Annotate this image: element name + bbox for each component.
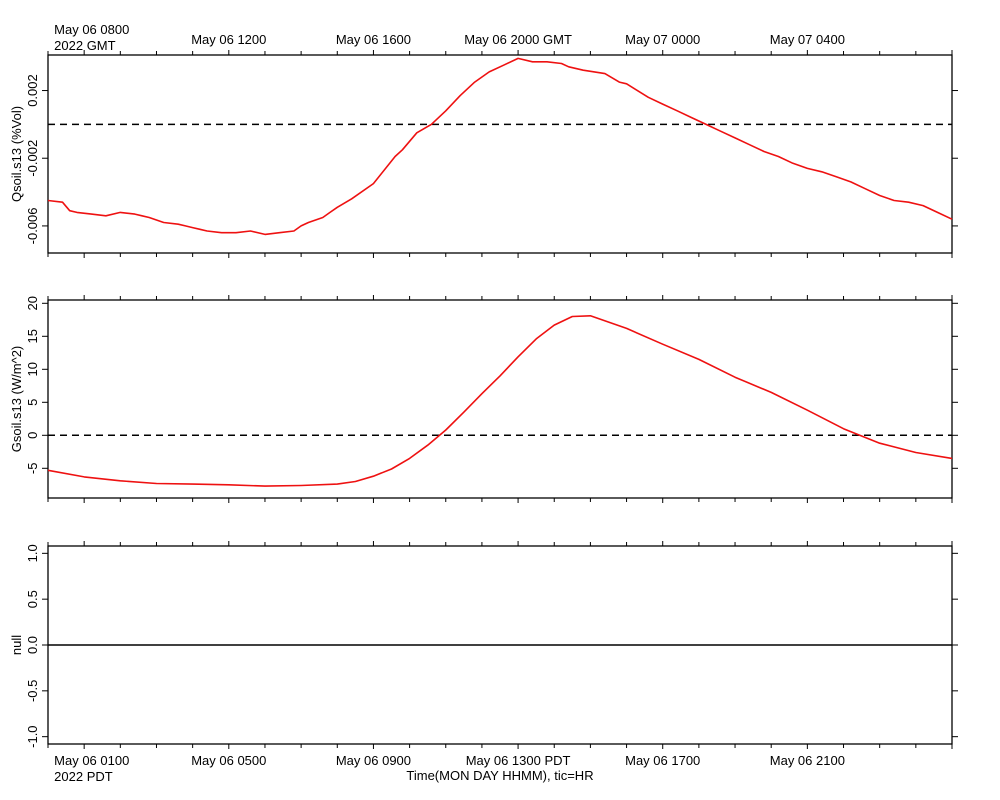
y-axis-label: Gsoil.s13 (W/m^2) xyxy=(9,346,24,453)
y-tick-label: 10 xyxy=(25,362,40,376)
time-label: May 06 1600 xyxy=(336,32,411,47)
series-line xyxy=(47,314,953,487)
time-label: May 06 0800 xyxy=(54,22,129,37)
y-tick-label: 0.002 xyxy=(25,74,40,107)
time-label: May 07 0000 xyxy=(625,32,700,47)
y-tick-label: -0.006 xyxy=(25,207,40,244)
y-tick-label: -1.0 xyxy=(25,725,40,747)
time-label: May 07 0400 xyxy=(770,32,845,47)
x-axis-label: Time(MON DAY HHMM), tic=HR xyxy=(406,768,593,783)
y-tick-label: 0.5 xyxy=(25,590,40,608)
series-line xyxy=(47,57,953,236)
time-label: May 06 2000 GMT xyxy=(464,32,572,47)
y-tick-label: -5 xyxy=(25,463,40,475)
y-tick-label: 15 xyxy=(25,329,40,343)
panel-2: -5 0 5 10 15 20 Gsoil.s13 (W/m^2) xyxy=(9,295,958,503)
y-tick-label: 20 xyxy=(25,296,40,310)
y-tick-label: 5 xyxy=(25,399,40,406)
y-tick-label: 1.0 xyxy=(25,544,40,562)
panel-frame xyxy=(47,54,953,254)
time-label: May 06 0900 xyxy=(336,753,411,768)
time-label-year: 2022 PDT xyxy=(54,769,113,784)
panel-3: -1.0 -0.5 0.0 0.5 1.0 null xyxy=(9,541,958,749)
y-tick-label: -0.5 xyxy=(25,680,40,702)
y-tick-label: 0 xyxy=(25,432,40,439)
time-label: May 06 2100 xyxy=(770,753,845,768)
time-label-year: 2022 GMT xyxy=(54,38,115,53)
y-tick-label: 0.0 xyxy=(25,636,40,654)
y-axis-label: Qsoil.s13 (%Vol) xyxy=(9,106,24,202)
time-label: May 06 1200 xyxy=(191,32,266,47)
time-label: May 06 0100 xyxy=(54,753,129,768)
time-label: May 06 0500 xyxy=(191,753,266,768)
time-label: May 06 1300 PDT xyxy=(466,753,571,768)
panel-frame xyxy=(47,299,953,499)
y-axis-label: null xyxy=(9,635,24,655)
y-tick-label: -0.002 xyxy=(25,140,40,177)
time-label: May 06 1700 xyxy=(625,753,700,768)
